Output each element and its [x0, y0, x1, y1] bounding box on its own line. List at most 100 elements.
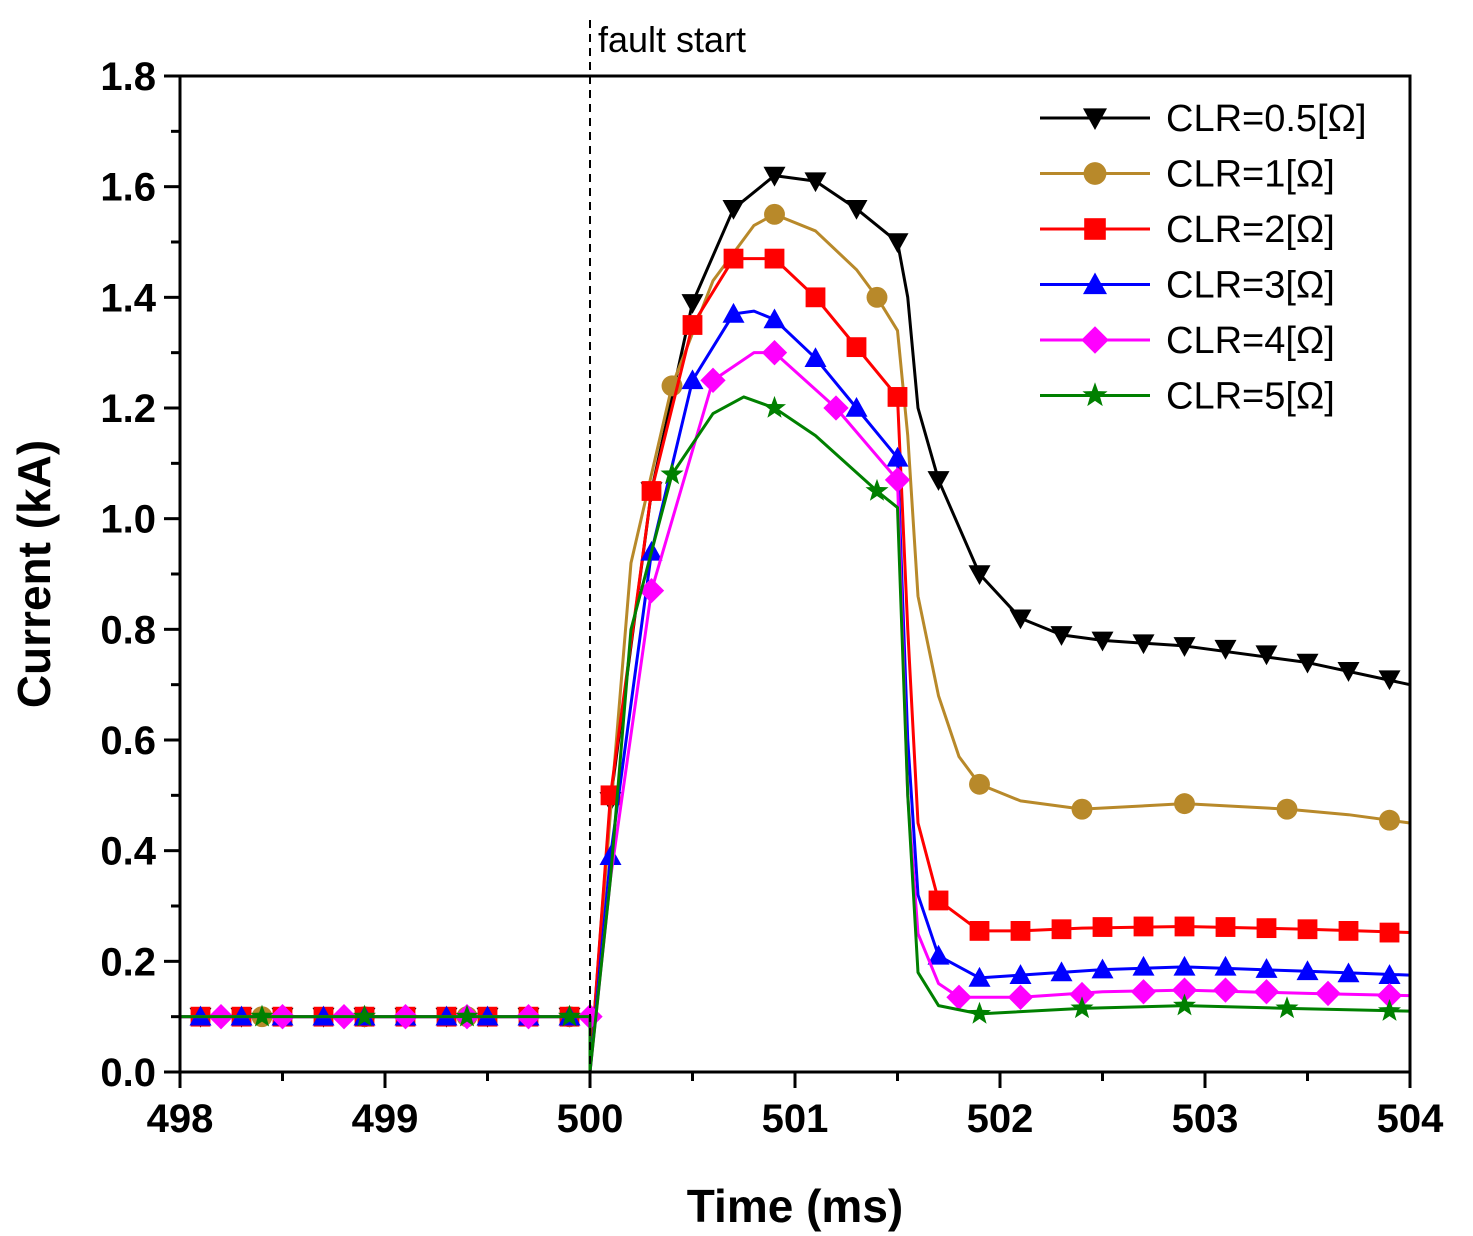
axes: 498 499 500 501 502 503 504 0.0 0.2 0.4 0.6 0.8 1.0 1…	[100, 55, 1444, 1141]
data-point	[1007, 984, 1034, 1010]
data-point	[1091, 958, 1114, 979]
data-point	[969, 773, 990, 795]
fault-start-annotation: fault start	[598, 19, 746, 60]
data-point	[681, 294, 704, 314]
data-point	[660, 462, 684, 485]
data-point	[681, 369, 704, 390]
data-point	[761, 340, 788, 366]
data-point	[1296, 960, 1319, 981]
legend-marker	[1084, 218, 1106, 240]
x-tick-label: 503	[1172, 1097, 1239, 1141]
legend-label: CLR=3[Ω]	[1166, 265, 1335, 307]
legend-marker	[1083, 272, 1107, 295]
data-point	[1253, 979, 1280, 1005]
data-point	[969, 921, 990, 941]
data-point	[805, 287, 826, 308]
data-point	[1214, 955, 1237, 976]
legend-entry-3: CLR=2[Ω]	[1040, 209, 1335, 251]
data-point	[968, 966, 991, 987]
data-point	[1051, 919, 1072, 940]
data-point	[1297, 919, 1318, 940]
data-point	[700, 367, 726, 393]
data-point	[1378, 964, 1401, 984]
data-point	[1009, 609, 1032, 630]
data-point	[1377, 999, 1402, 1021]
data-point	[967, 1001, 992, 1024]
data-point	[764, 203, 785, 225]
series-4	[180, 302, 1411, 1074]
x-tick-label: 504	[1377, 1097, 1444, 1141]
data-point	[1069, 981, 1095, 1008]
y-tick-label: 1.0	[100, 498, 156, 542]
data-point	[946, 984, 972, 1010]
data-point	[1009, 964, 1032, 984]
data-point	[1296, 653, 1319, 674]
data-point	[927, 944, 950, 965]
legend-label: CLR=1[Ω]	[1166, 154, 1335, 196]
data-point	[1070, 996, 1094, 1019]
legend-label: CLR=4[Ω]	[1166, 320, 1335, 362]
data-point	[641, 481, 662, 501]
series-line	[180, 257, 1411, 1074]
x-tick-label: 498	[147, 1097, 214, 1141]
data-point	[557, 1004, 582, 1027]
legend-marker	[1081, 326, 1109, 354]
x-axis-title: Time (ms)	[687, 1180, 903, 1232]
legend-marker	[1083, 108, 1107, 130]
legend-marker	[1082, 382, 1108, 407]
series-line	[180, 395, 1411, 1074]
legend-entry-6: CLR=5[Ω]	[1040, 376, 1335, 418]
data-point	[1337, 662, 1360, 682]
data-point	[1315, 980, 1341, 1007]
legend-entry-5: CLR=4[Ω]	[1040, 320, 1335, 362]
data-point	[1010, 921, 1031, 941]
x-tick-label: 499	[352, 1097, 419, 1141]
legend: CLR=0.5[Ω] CLR=1[Ω] CLR=2[Ω] CLR=3[Ω] CLR=4[…	[1040, 98, 1367, 418]
data-point	[1212, 977, 1239, 1003]
data-point	[887, 387, 908, 407]
y-tick-label: 0.6	[100, 719, 156, 763]
data-point	[968, 565, 991, 585]
x-tick-label: 501	[762, 1097, 829, 1141]
data-point	[1255, 958, 1278, 978]
data-point	[886, 233, 909, 253]
data-point	[1133, 916, 1154, 937]
data-point	[1255, 645, 1278, 666]
data-point	[762, 395, 787, 418]
legend-entry-4: CLR=3[Ω]	[1040, 265, 1335, 307]
data-point	[1092, 917, 1113, 937]
y-tick-label: 0.4	[100, 830, 156, 874]
data-point	[1338, 921, 1359, 941]
data-point	[638, 577, 665, 604]
data-point	[352, 1004, 377, 1027]
data-point	[865, 478, 889, 501]
data-point	[1378, 670, 1401, 691]
series-6	[180, 395, 1411, 1074]
y-tick-label: 1.8	[100, 55, 156, 99]
data-point	[1173, 637, 1196, 657]
data-point	[804, 172, 827, 193]
y-tick-label: 1.6	[100, 166, 156, 210]
data-point	[722, 200, 745, 220]
data-point	[1379, 922, 1400, 943]
data-point	[1256, 918, 1277, 939]
data-point	[1050, 961, 1073, 982]
data-point	[804, 347, 827, 367]
plot-area	[180, 166, 1411, 1074]
data-point	[764, 248, 785, 269]
y-tick-label: 1.4	[100, 276, 156, 320]
data-point	[1132, 634, 1155, 655]
data-point	[1132, 955, 1155, 976]
data-point	[845, 200, 868, 220]
data-point	[722, 302, 745, 323]
y-tick-label: 0.0	[100, 1051, 156, 1095]
data-point	[1174, 916, 1195, 937]
data-point	[723, 248, 744, 269]
data-point	[823, 395, 849, 421]
legend-label: CLR=2[Ω]	[1166, 209, 1335, 251]
data-point	[1050, 626, 1073, 646]
data-point	[1174, 793, 1195, 815]
data-point	[928, 890, 949, 911]
series-line	[180, 212, 1411, 1074]
